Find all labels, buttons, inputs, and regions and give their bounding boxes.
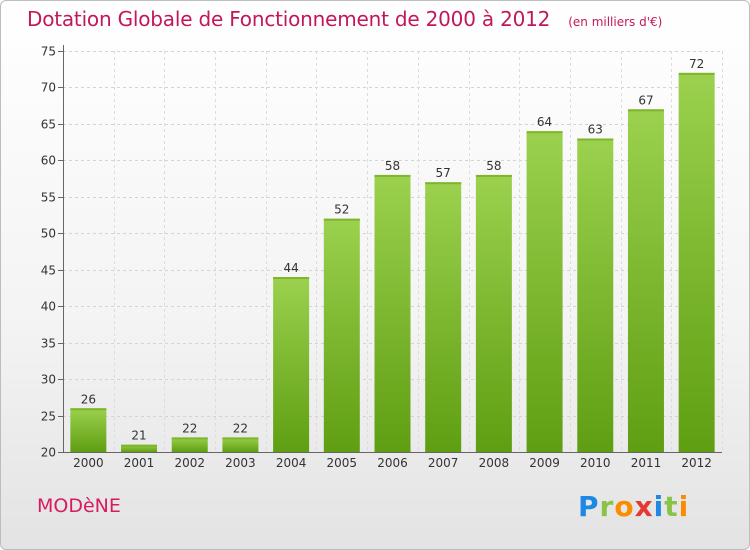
y-tick-label: 25 bbox=[41, 410, 56, 424]
bar-cap bbox=[222, 437, 259, 440]
x-tick-label: 2006 bbox=[377, 456, 408, 470]
bar-value-label: 52 bbox=[334, 203, 349, 217]
bar bbox=[222, 437, 259, 452]
bar-cap bbox=[121, 444, 158, 447]
x-tick-label: 2000 bbox=[73, 456, 104, 470]
bar-value-label: 58 bbox=[486, 159, 501, 173]
bar-value-label: 57 bbox=[436, 166, 451, 180]
bar bbox=[678, 72, 715, 452]
y-tick-label: 55 bbox=[41, 191, 56, 205]
chart-unit: (en milliers d'€) bbox=[568, 15, 663, 29]
x-tick-label: 2011 bbox=[631, 456, 662, 470]
bar-cap bbox=[627, 109, 664, 112]
bar-cap bbox=[526, 131, 563, 134]
logo-letter: r bbox=[599, 490, 615, 523]
bar bbox=[323, 218, 360, 452]
y-tick-label: 30 bbox=[41, 373, 56, 387]
bar bbox=[526, 131, 563, 452]
y-tick-label: 45 bbox=[41, 264, 56, 278]
x-tick-label: 2009 bbox=[529, 456, 560, 470]
x-tick-label: 2012 bbox=[681, 456, 712, 470]
bar-value-label: 44 bbox=[283, 261, 298, 275]
chart-title: Dotation Globale de Fonctionnement de 20… bbox=[27, 7, 662, 31]
bar bbox=[273, 277, 310, 452]
y-tick-label: 35 bbox=[41, 337, 56, 351]
logo-letter: t bbox=[664, 490, 679, 523]
bar-value-label: 67 bbox=[638, 93, 653, 107]
bar-cap bbox=[70, 408, 107, 411]
bar-value-label: 72 bbox=[689, 57, 704, 71]
bar bbox=[627, 109, 664, 452]
logo-letter: P bbox=[578, 490, 600, 523]
grid-lines bbox=[63, 51, 723, 453]
x-tick-label: 2002 bbox=[174, 456, 205, 470]
proxiti-logo: Proxiti bbox=[578, 490, 689, 523]
logo-letter: x bbox=[634, 490, 654, 523]
bar-value-label: 63 bbox=[588, 122, 603, 136]
bar-value-label: 26 bbox=[81, 392, 96, 406]
y-tick-label: 20 bbox=[41, 446, 56, 460]
y-tick-label: 50 bbox=[41, 227, 56, 241]
bar-value-label: 22 bbox=[182, 421, 197, 435]
bar-cap bbox=[425, 182, 462, 185]
logo-letter: i bbox=[653, 490, 665, 523]
commune-name: MODèNE bbox=[37, 495, 121, 517]
bar bbox=[425, 182, 462, 452]
x-tick-label: 2004 bbox=[276, 456, 307, 470]
bar bbox=[475, 174, 512, 453]
bar-cap bbox=[475, 174, 512, 177]
logo-letter: i bbox=[678, 490, 690, 523]
x-tick-label: 2003 bbox=[225, 456, 256, 470]
bar-value-label: 21 bbox=[131, 429, 146, 443]
bar-value-label: 22 bbox=[233, 421, 248, 435]
bar bbox=[121, 444, 158, 452]
chart-title-text: Dotation Globale de Fonctionnement de 20… bbox=[27, 7, 551, 31]
bar-cap bbox=[171, 437, 208, 440]
x-tick-label: 2007 bbox=[428, 456, 459, 470]
bar bbox=[374, 174, 411, 453]
logo-letter: o bbox=[614, 490, 635, 523]
y-tick-label: 65 bbox=[41, 118, 56, 132]
x-tick-label: 2010 bbox=[580, 456, 611, 470]
x-tick-label: 2008 bbox=[479, 456, 510, 470]
x-tick-label: 2001 bbox=[124, 456, 155, 470]
bar-cap bbox=[374, 174, 411, 177]
bar bbox=[70, 408, 107, 452]
y-tick-label: 60 bbox=[41, 154, 56, 168]
y-tick-label: 75 bbox=[41, 45, 56, 59]
bar-value-label: 64 bbox=[537, 115, 552, 129]
bar bbox=[577, 138, 614, 452]
bar-cap bbox=[577, 138, 614, 141]
bars: 26 21 22 22 44 52 58 57 58 64 63 67 72 bbox=[70, 57, 715, 453]
y-tick-label: 70 bbox=[41, 81, 56, 95]
bar-value-label: 58 bbox=[385, 159, 400, 173]
axes: 20 25 30 35 40 45 50 55 60 65 70 75 2000 2001 2002 2003… bbox=[41, 45, 722, 470]
bar-cap bbox=[273, 277, 310, 280]
bar-cap bbox=[323, 218, 360, 221]
y-tick-label: 40 bbox=[41, 300, 56, 314]
bar bbox=[171, 437, 208, 452]
bar-cap bbox=[678, 72, 715, 75]
x-tick-label: 2005 bbox=[327, 456, 358, 470]
